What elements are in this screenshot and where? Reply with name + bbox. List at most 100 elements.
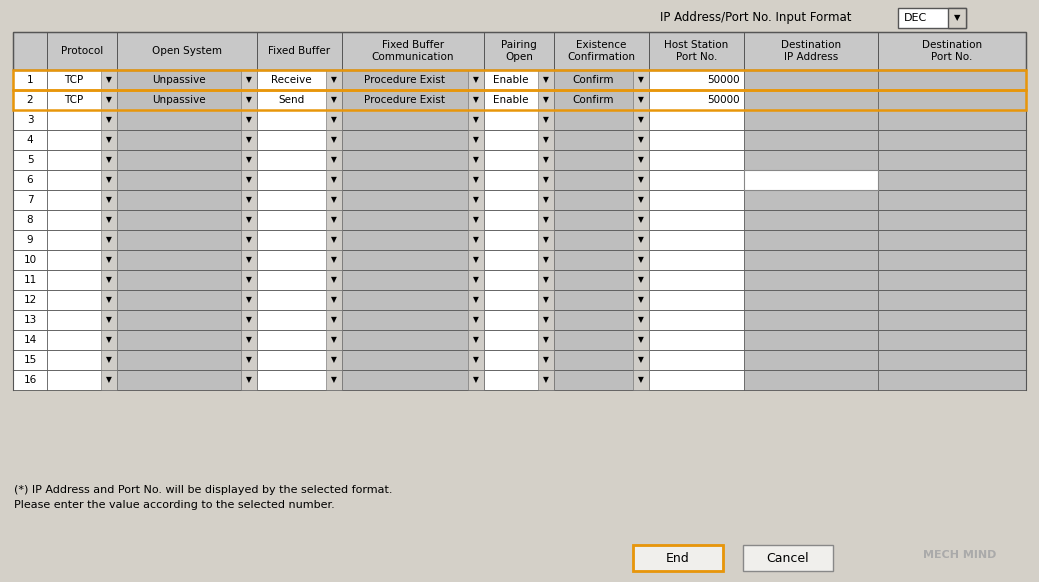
Bar	[538, 210, 554, 230]
Text: ▼: ▼	[473, 315, 479, 325]
Text: Protocol: Protocol	[61, 46, 103, 56]
Bar	[326, 230, 342, 250]
Bar	[538, 90, 554, 110]
Text: ▼: ▼	[106, 315, 112, 325]
Bar	[14, 32, 1025, 70]
Text: ▼: ▼	[473, 136, 479, 144]
Bar	[342, 90, 484, 110]
Bar	[744, 130, 878, 150]
Text: End: End	[666, 552, 690, 565]
Bar	[878, 290, 1025, 310]
Text: ▼: ▼	[246, 275, 251, 285]
Bar	[241, 70, 257, 90]
Bar	[257, 170, 342, 190]
Bar	[47, 190, 117, 210]
Bar	[326, 170, 342, 190]
Text: ▼: ▼	[638, 95, 644, 105]
Bar	[117, 370, 257, 390]
Text: ▼: ▼	[331, 375, 337, 385]
Text: ▼: ▼	[106, 215, 112, 225]
Bar	[538, 190, 554, 210]
Bar	[649, 90, 744, 110]
Bar	[117, 210, 257, 230]
Text: 5: 5	[27, 155, 33, 165]
Text: Enable: Enable	[494, 75, 529, 85]
Bar	[342, 250, 484, 270]
Bar	[649, 130, 744, 150]
Text: Existence
Confirmation: Existence Confirmation	[567, 40, 636, 62]
Bar	[744, 210, 878, 230]
Bar	[744, 170, 878, 190]
Text: Procedure Exist: Procedure Exist	[365, 75, 446, 85]
Bar	[744, 250, 878, 270]
Text: ▼: ▼	[246, 155, 251, 165]
Text: 9: 9	[27, 235, 33, 245]
Bar	[117, 350, 257, 370]
Bar	[257, 190, 342, 210]
Bar	[14, 270, 47, 290]
Bar	[633, 290, 649, 310]
Bar	[326, 350, 342, 370]
Bar	[47, 370, 117, 390]
Bar	[878, 230, 1025, 250]
Bar	[14, 90, 1025, 110]
Bar	[468, 290, 484, 310]
Bar	[326, 310, 342, 330]
Bar	[633, 270, 649, 290]
Bar	[241, 110, 257, 130]
Text: ▼: ▼	[543, 215, 549, 225]
Text: Receive: Receive	[271, 75, 312, 85]
Bar	[101, 110, 117, 130]
Bar	[47, 170, 117, 190]
Bar	[14, 250, 47, 270]
Bar	[117, 270, 257, 290]
Bar	[538, 230, 554, 250]
Bar	[342, 70, 484, 90]
Text: ▼: ▼	[331, 196, 337, 204]
Text: ▼: ▼	[106, 176, 112, 184]
Bar	[342, 370, 484, 390]
Bar	[633, 170, 649, 190]
Text: ▼: ▼	[638, 76, 644, 84]
Bar	[554, 170, 649, 190]
Bar	[878, 370, 1025, 390]
Bar	[554, 130, 649, 150]
Bar	[47, 210, 117, 230]
Bar	[117, 330, 257, 350]
Text: ▼: ▼	[543, 356, 549, 364]
Bar	[326, 190, 342, 210]
Text: 6: 6	[27, 175, 33, 185]
Bar	[326, 270, 342, 290]
Bar	[538, 110, 554, 130]
Bar	[484, 330, 554, 350]
Bar	[554, 250, 649, 270]
Bar	[14, 230, 47, 250]
Bar	[326, 70, 342, 90]
Bar	[14, 90, 47, 110]
Bar	[257, 270, 342, 290]
Text: ▼: ▼	[473, 95, 479, 105]
Text: DEC: DEC	[904, 13, 927, 23]
Bar	[554, 190, 649, 210]
Bar	[47, 150, 117, 170]
Bar	[633, 545, 723, 571]
Bar	[257, 350, 342, 370]
Bar	[468, 250, 484, 270]
Text: ▼: ▼	[246, 115, 251, 125]
Bar	[101, 90, 117, 110]
Bar	[878, 110, 1025, 130]
Text: IP Address/Port No. Input Format: IP Address/Port No. Input Format	[660, 12, 852, 24]
Bar	[538, 170, 554, 190]
Bar	[484, 170, 554, 190]
Bar	[14, 170, 47, 190]
Text: ▼: ▼	[106, 335, 112, 345]
Bar	[744, 310, 878, 330]
Bar	[538, 330, 554, 350]
Bar	[538, 370, 554, 390]
Text: ▼: ▼	[473, 76, 479, 84]
Text: ▼: ▼	[638, 275, 644, 285]
Text: ▼: ▼	[638, 115, 644, 125]
Bar	[538, 250, 554, 270]
Text: ▼: ▼	[473, 296, 479, 304]
Bar	[101, 370, 117, 390]
